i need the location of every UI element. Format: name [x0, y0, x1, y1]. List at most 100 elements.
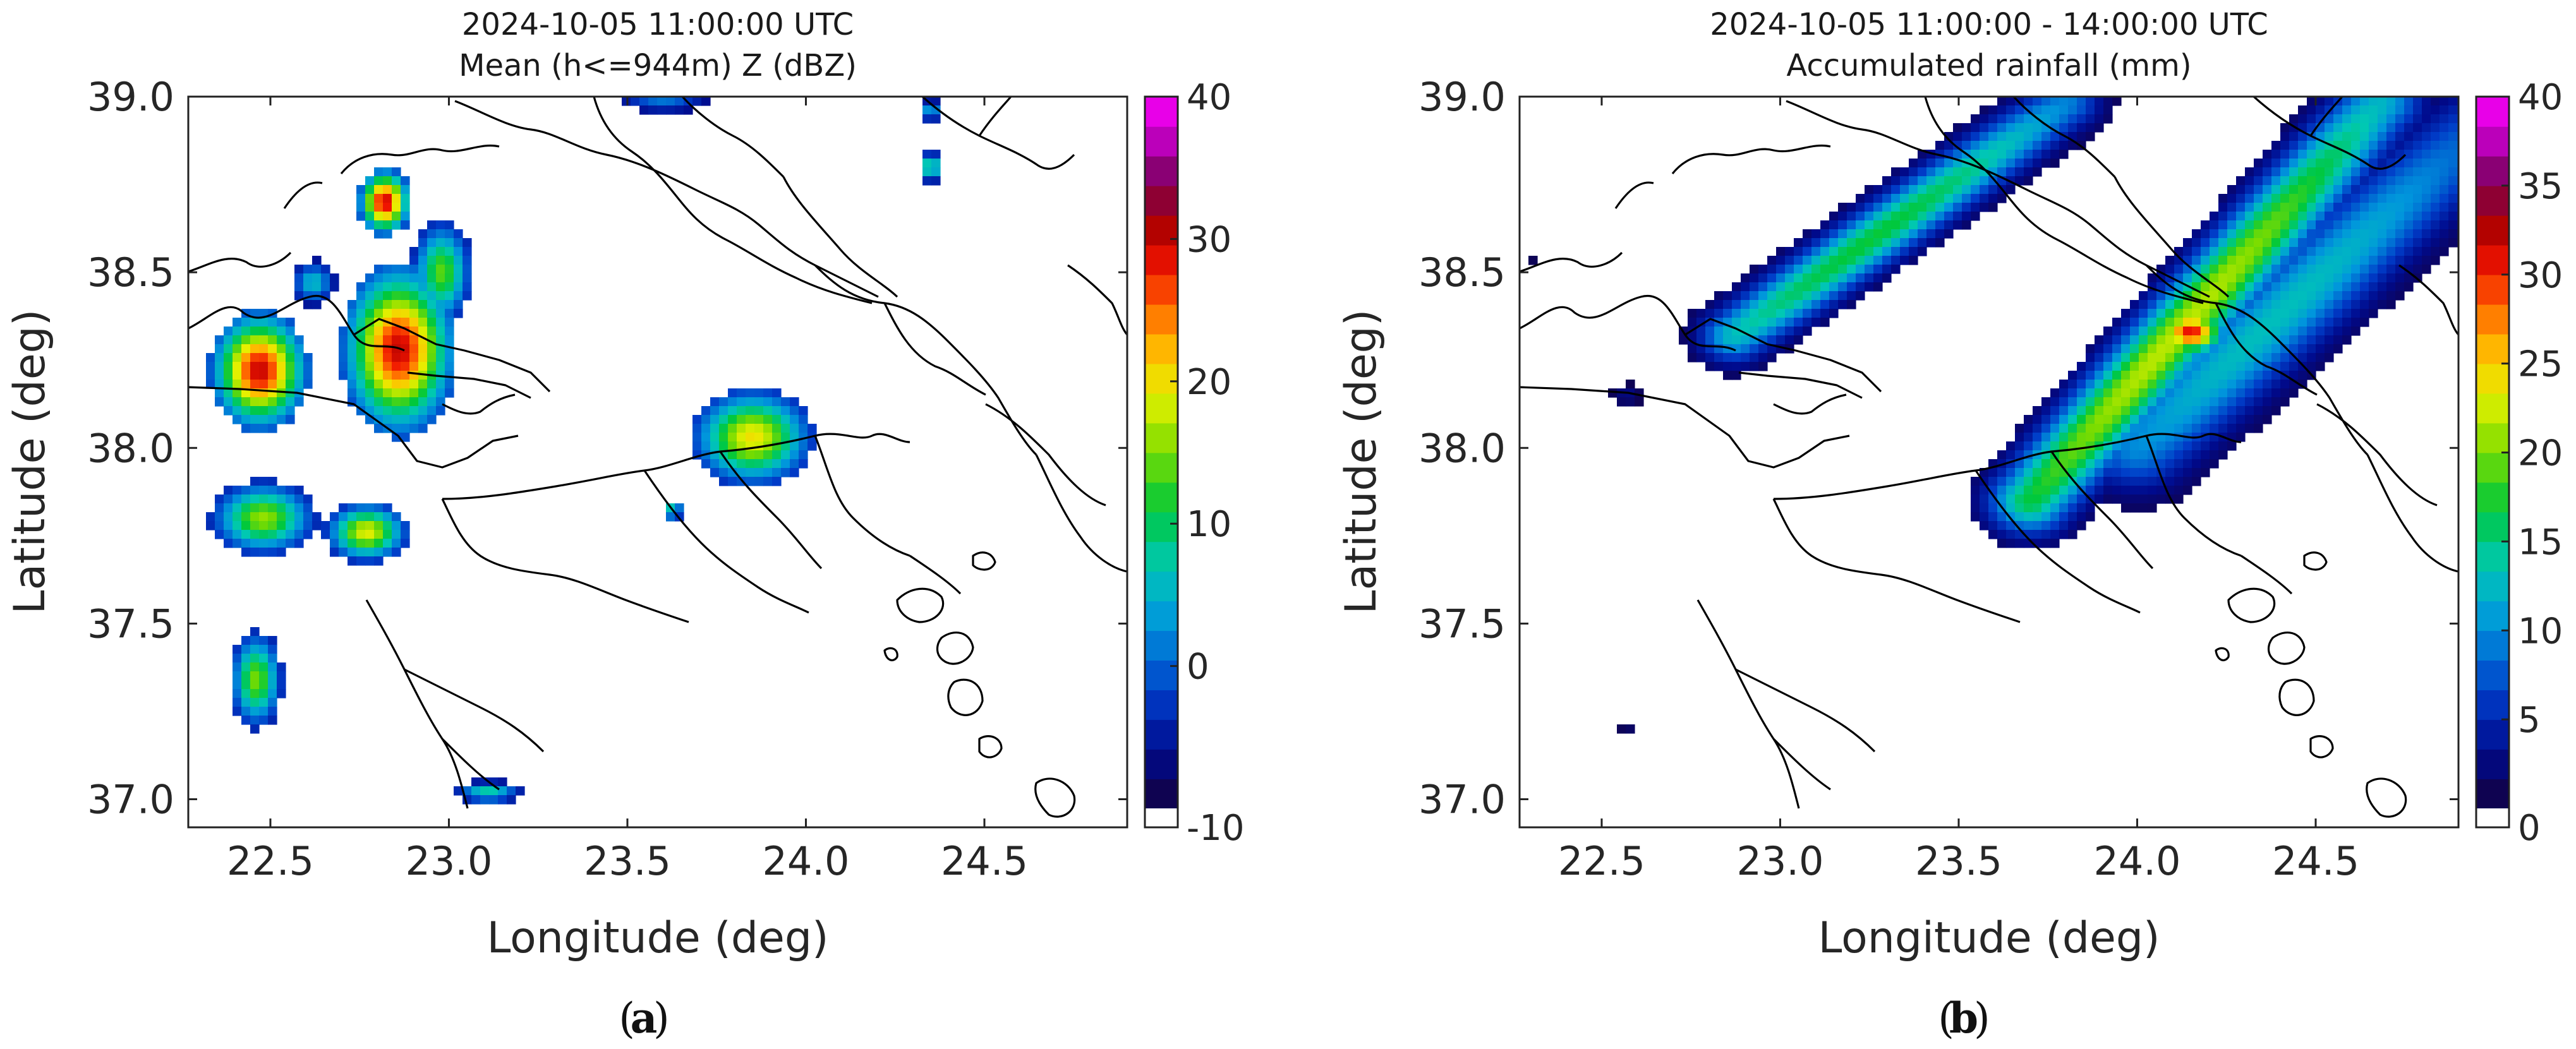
- field-cell: [1997, 521, 2007, 530]
- field-cell: [1714, 353, 1724, 363]
- field-cell: [2210, 309, 2219, 318]
- field-cell: [436, 335, 445, 345]
- field-cell: [445, 265, 454, 274]
- field-cell: [356, 512, 366, 522]
- field-cell: [2174, 318, 2184, 327]
- field-cell: [2369, 105, 2378, 115]
- field-cell: [463, 786, 472, 796]
- colorbar-swatch: [2476, 630, 2509, 661]
- field-cell: [374, 371, 384, 380]
- field-cell: [1794, 265, 1803, 274]
- field-cell: [1811, 273, 1821, 283]
- field-cell: [1926, 194, 1936, 203]
- field-cell: [1626, 397, 1635, 407]
- field-cell: [294, 530, 304, 539]
- field-cell: [2121, 309, 2131, 318]
- field-cell: [418, 397, 428, 407]
- field-cell: [728, 388, 737, 398]
- field-cell: [224, 406, 233, 416]
- colorbar-swatch: [1145, 215, 1178, 246]
- field-cell: [498, 795, 507, 805]
- field-cell: [241, 698, 251, 707]
- field-cell: [2227, 247, 2237, 256]
- field-cell: [1750, 335, 1759, 345]
- field-cell: [2121, 495, 2131, 504]
- field-cell: [2431, 167, 2440, 177]
- field-cell: [922, 159, 932, 168]
- field-cell: [754, 459, 764, 469]
- field-cell: [2271, 291, 2281, 301]
- colorbar-swatch: [2476, 452, 2509, 483]
- field-cell: [2289, 167, 2299, 177]
- field-cell: [2112, 486, 2122, 495]
- field-cell: [2245, 194, 2254, 203]
- field-cell: [348, 353, 357, 363]
- field-cell: [1794, 318, 1803, 327]
- field-cell: [1988, 503, 1998, 513]
- field-cell: [392, 406, 401, 416]
- field-cell: [1820, 220, 1830, 230]
- field-cell: [2307, 229, 2316, 239]
- field-cell: [294, 521, 304, 530]
- field-cell: [1953, 220, 1962, 230]
- field-cell: [250, 716, 260, 725]
- field-cell: [719, 415, 729, 424]
- field-cell: [365, 309, 375, 318]
- field-cell: [2183, 318, 2192, 327]
- field-cell: [790, 441, 799, 451]
- field-cell: [277, 318, 286, 327]
- field-cell: [2271, 220, 2281, 230]
- field-cell: [427, 220, 437, 230]
- field-cell: [409, 282, 419, 292]
- field-cell: [1944, 176, 1954, 186]
- field-cell: [268, 318, 277, 327]
- field-cell: [2422, 265, 2431, 274]
- field-cell: [250, 707, 260, 716]
- field-cell: [206, 380, 215, 389]
- field-cell: [250, 415, 260, 424]
- field-cell: [2448, 123, 2458, 133]
- field-cell: [2112, 335, 2122, 345]
- field-cell: [2139, 495, 2148, 504]
- field-cell: [445, 388, 454, 398]
- field-cell: [2440, 185, 2449, 195]
- field-cell: [383, 194, 392, 203]
- field-cell: [1891, 203, 1901, 212]
- field-cell: [356, 212, 366, 221]
- field-cell: [1803, 273, 1812, 283]
- field-cell: [2431, 194, 2440, 203]
- field-cell: [1962, 220, 1971, 230]
- field-cell: [392, 291, 401, 301]
- field-cell: [2210, 229, 2219, 239]
- field-cell: [2148, 353, 2157, 363]
- field-cell: [224, 353, 233, 363]
- field-cell: [2174, 424, 2184, 433]
- field-cell: [746, 433, 755, 442]
- field-cell: [1776, 318, 1786, 327]
- field-cell: [2227, 353, 2237, 363]
- field-cell: [1750, 273, 1759, 283]
- field-cell: [2289, 353, 2299, 363]
- field-cell: [2201, 282, 2210, 292]
- y-tick-label: 39.0: [87, 74, 174, 120]
- field-cell: [1696, 327, 1706, 336]
- field-cell: [1750, 318, 1759, 327]
- field-cell: [427, 353, 437, 363]
- field-cell: [2103, 433, 2113, 442]
- field-cell: [1980, 150, 1989, 159]
- field-cell: [445, 300, 454, 309]
- field-cell: [392, 300, 401, 309]
- field-cell: [2271, 309, 2281, 318]
- field-cell: [392, 371, 401, 380]
- field-cell: [2041, 477, 2051, 486]
- field-cell: [392, 185, 401, 195]
- field-cell: [2422, 123, 2431, 133]
- field-cell: [1803, 300, 1812, 309]
- field-cell: [2369, 212, 2378, 221]
- field-cell: [277, 530, 286, 539]
- field-cell: [2086, 397, 2095, 407]
- field-cell: [2227, 362, 2237, 371]
- field-cell: [2192, 327, 2201, 336]
- field-cell: [2139, 300, 2148, 309]
- field-cell: [1997, 539, 2007, 548]
